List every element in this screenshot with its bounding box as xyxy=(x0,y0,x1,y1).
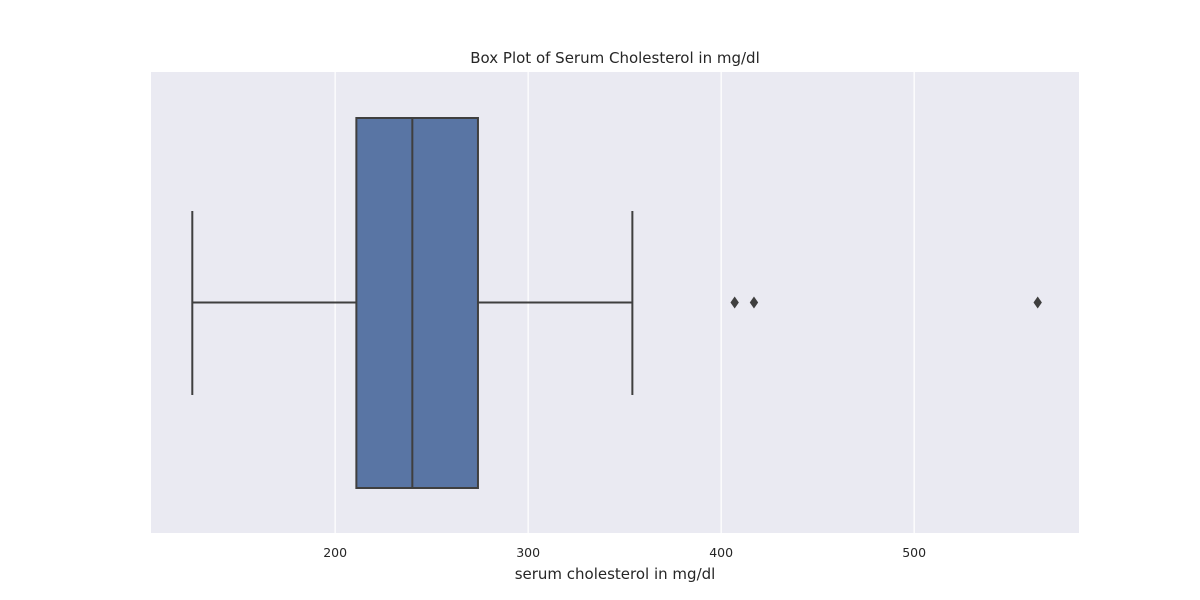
x-tick-label: 500 xyxy=(902,545,926,560)
x-axis-ticks: 200 300 400 500 xyxy=(323,545,926,560)
chart-title: Box Plot of Serum Cholesterol in mg/dl xyxy=(470,49,759,67)
outlier-point xyxy=(730,296,739,309)
x-tick-label: 200 xyxy=(323,545,347,560)
outlier-point xyxy=(1033,296,1042,309)
x-axis-label: serum cholesterol in mg/dl xyxy=(515,565,716,583)
x-tick-label: 400 xyxy=(709,545,733,560)
interquartile-box xyxy=(355,117,479,489)
x-tick-label: 300 xyxy=(516,545,540,560)
outlier-point xyxy=(749,296,759,309)
box-group xyxy=(191,117,1042,489)
